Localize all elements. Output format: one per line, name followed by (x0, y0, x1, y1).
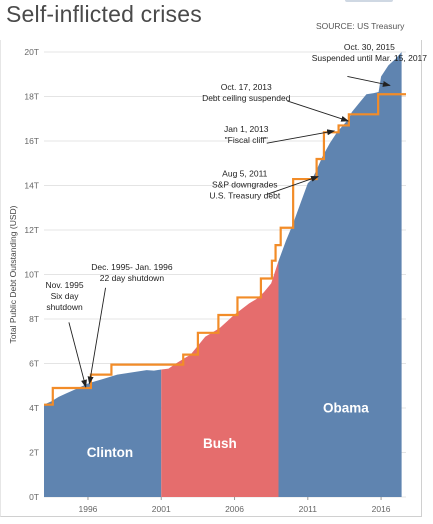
area-label-obama: Obama (323, 400, 369, 415)
annotation-arrow (87, 287, 106, 385)
debt-ceiling-line (43, 93, 406, 406)
y-tick-label-14t: 14T (24, 181, 39, 191)
annotation-text: Aug 5, 2011 S&P downgrades U.S. Treasury d… (209, 169, 281, 201)
annotation-2: Dec. 1995- Jan. 1996 22 day shutdown (87, 262, 173, 385)
y-tick-label-6t: 6T (29, 359, 39, 369)
annotation-text: Jan 1, 2013 "Fiscal cliff" (224, 124, 269, 145)
area-bush (161, 261, 279, 497)
y-tick-label-18t: 18T (24, 92, 39, 102)
debt-areas (44, 52, 402, 497)
annotation-text: Oct. 30, 2015 Suspended until Mar. 15, 20… (312, 42, 428, 63)
y-tick-label-20t: 20T (24, 47, 39, 57)
annotation-1: Nov. 1995 Six day shutdown (45, 280, 87, 388)
annotation-4: Jan 1, 2013 "Fiscal cliff" (224, 124, 336, 145)
annotation-arrow (287, 100, 350, 122)
x-tick-label-2011: 2011 (299, 504, 318, 514)
source-note: SOURCE: US Treasury (316, 21, 405, 31)
y-axis-label: Total Public Debt Outstanding (USD) (8, 205, 18, 343)
area-labels: Clinton Bush Obama (87, 400, 370, 460)
annotation-arrow (68, 322, 87, 388)
annotation-5: Oct. 17, 2013 Debt ceiling suspended (202, 82, 350, 122)
area-clinton (44, 369, 162, 497)
y-tick-label-10t: 10T (24, 270, 39, 280)
debt-ceiling-step (43, 93, 406, 406)
annotation-arrow (266, 129, 336, 144)
area-label-bush: Bush (203, 436, 237, 451)
y-tick-label-12t: 12T (24, 225, 39, 235)
annotation-6: Oct. 30, 2015 Suspended until Mar. 15, 20… (312, 42, 428, 87)
y-tick-label-0t: 0T (29, 492, 39, 502)
annotation-text: Dec. 1995- Jan. 1996 22 day shutdown (91, 262, 173, 283)
y-tick-label-8t: 8T (29, 314, 39, 324)
annotation-text: Nov. 1995 Six day shutdown (45, 280, 83, 312)
area-obama (278, 52, 402, 497)
annotation-text: Oct. 17, 2013 Debt ceiling suspended (202, 82, 291, 103)
annotation-3: Aug 5, 2011 S&P downgrades U.S. Treasury d… (209, 169, 320, 201)
annotations: Nov. 1995 Six day shutdown Dec. 1995- Jan. … (45, 42, 428, 388)
x-tick-label-1996: 1996 (79, 504, 98, 514)
x-tick-label-2006: 2006 (225, 504, 244, 514)
annotation-arrow (266, 176, 320, 195)
annotation-arrow (347, 76, 391, 87)
area-label-clinton: Clinton (87, 445, 134, 460)
y-tick-label-4t: 4T (29, 403, 39, 413)
y-tick-label-16t: 16T (24, 136, 39, 146)
page-title: Self-inflicted crises (6, 1, 202, 27)
brand-logo (345, 0, 393, 2)
chart-frame (0, 40, 422, 517)
y-tick-label-2t: 2T (29, 448, 39, 458)
x-tick-label-2016: 2016 (372, 504, 391, 514)
x-tick-label-2001: 2001 (152, 504, 171, 514)
axes: 0T 2T 4T 6T 8T 10T 12T 14T 16T 18T 20T 1996 2001 2006… (8, 47, 391, 514)
